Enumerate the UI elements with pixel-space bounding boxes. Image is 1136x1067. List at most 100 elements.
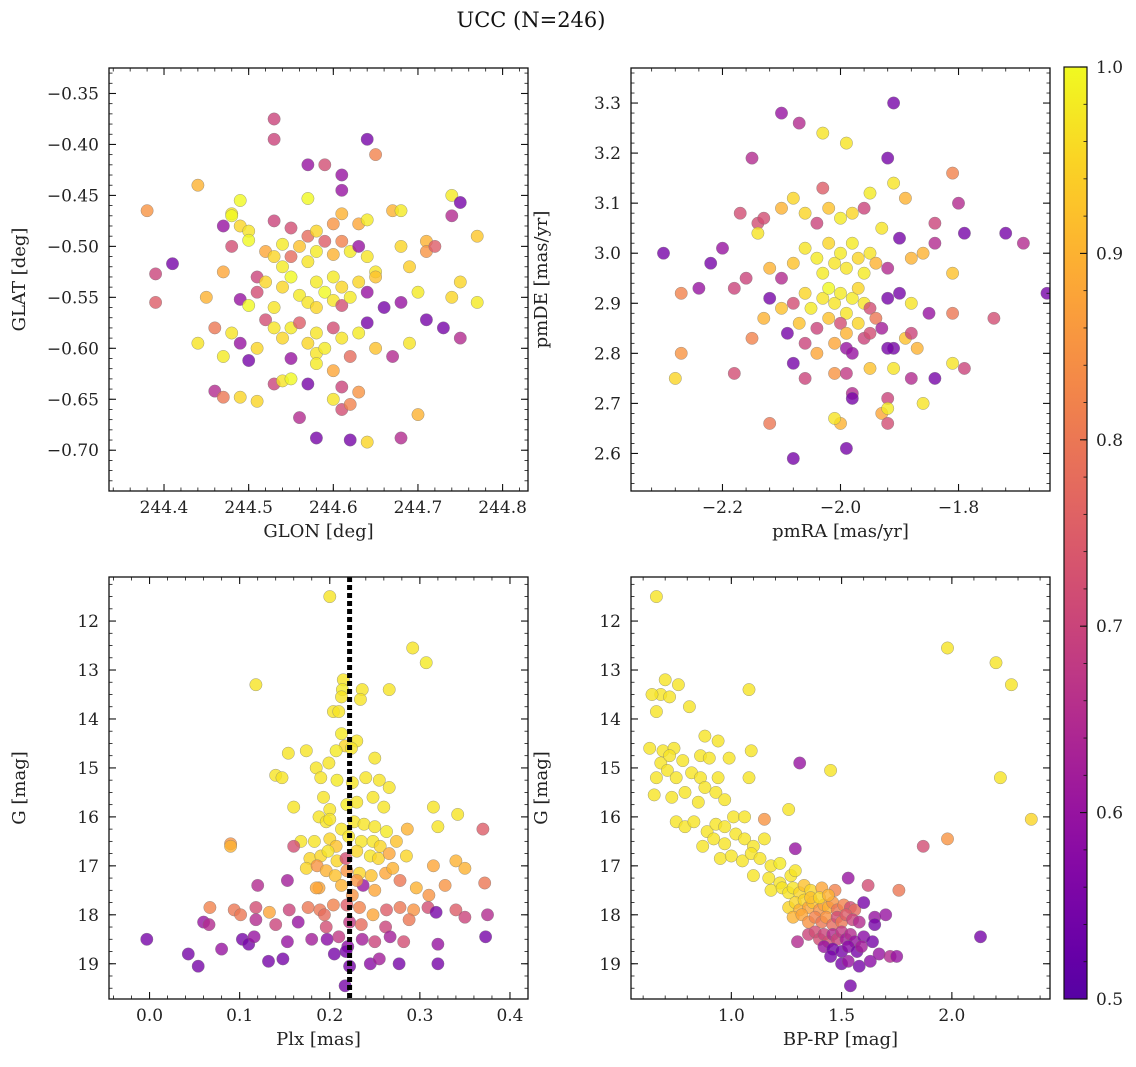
scatter-point: [319, 920, 333, 934]
scatter-point: [745, 331, 759, 345]
scatter-point: [470, 229, 484, 243]
scatter-point: [293, 411, 306, 425]
scatter-point: [394, 431, 408, 445]
scatter-point: [453, 331, 467, 345]
scatter-point: [786, 256, 800, 270]
scatter-point: [335, 690, 348, 704]
scatter-point: [275, 771, 289, 785]
scatter-point: [845, 291, 859, 305]
scatter-point: [354, 918, 368, 932]
scatter-point: [409, 881, 423, 895]
scatter-point: [946, 166, 960, 180]
scatter-point: [791, 935, 804, 949]
scatter-point: [946, 356, 960, 370]
scatter-point: [845, 391, 859, 405]
scatter-point: [816, 181, 830, 195]
scatter-point: [301, 377, 315, 391]
scatter-point: [470, 295, 484, 309]
scatter-point: [893, 286, 906, 300]
scatter-point: [458, 861, 472, 875]
scatter-point: [916, 839, 930, 853]
scatter-point: [668, 371, 682, 385]
y-tick-label: 2.9: [594, 294, 621, 314]
scatter-point: [782, 803, 796, 816]
scatter-point: [928, 216, 942, 230]
scatter-point: [904, 296, 918, 310]
scatter-point: [343, 350, 357, 363]
scatter-point: [392, 957, 406, 971]
scatter-point: [828, 296, 842, 310]
scatter-point: [426, 800, 440, 814]
scatter-point: [426, 859, 440, 873]
scatter-point: [822, 281, 836, 295]
scatter-point: [738, 832, 752, 846]
scatter-point: [1040, 286, 1050, 300]
scatter-point: [863, 186, 877, 200]
scatter-point: [299, 744, 313, 758]
scatter-point: [419, 656, 433, 670]
scatter-point: [698, 729, 712, 743]
scatter-point: [941, 832, 954, 846]
scatter-point: [386, 861, 400, 875]
scatter-point: [993, 771, 1007, 785]
y-tick-label: −0.45: [47, 186, 99, 206]
panel-bottom-left: 0.0 0.1 0.2 0.3 0.4 12 13 14 15 16 17 18 19 Plx [mas]…: [9, 576, 529, 1050]
scatter-point: [744, 744, 758, 758]
scatter-point: [284, 270, 298, 284]
scatter-point: [798, 286, 812, 300]
scatter-point: [216, 350, 230, 363]
y-tick-label: −0.35: [47, 84, 99, 104]
scatter-point: [881, 416, 895, 430]
y-tick-label: 2.6: [594, 444, 621, 464]
scatter-point: [431, 957, 445, 971]
scatter-point: [478, 876, 492, 890]
x-tick-label: 0.2: [316, 1006, 343, 1026]
axes-frame: [108, 576, 529, 1000]
scatter-point: [824, 763, 838, 777]
panel-bottom-right: 1.0 1.5 2.0 12 13 14 15 16 17 18 19 BP-RP [mag] G [m…: [531, 576, 1051, 1050]
scatter-point: [660, 763, 674, 777]
scatter-point: [419, 313, 433, 327]
scatter-point: [757, 211, 771, 225]
scatter-point: [438, 878, 452, 892]
scatter-point: [276, 280, 289, 294]
scatter-point: [698, 781, 712, 794]
scatter-point: [317, 790, 330, 804]
y-tick-label: 12: [77, 612, 99, 632]
scatter-point: [904, 251, 918, 265]
scatter-point: [649, 771, 663, 785]
scatter-point: [307, 834, 321, 848]
scatter-point: [676, 754, 690, 768]
scatter-point: [389, 834, 403, 848]
scatter-point: [259, 275, 273, 289]
scatter-point: [786, 296, 800, 310]
y-tick-label: 12: [599, 612, 621, 632]
scatter-point: [357, 817, 371, 831]
scatter-point: [360, 435, 374, 449]
scatter-point: [309, 301, 323, 314]
colorbar-tick-label: 0.5: [1096, 990, 1123, 1010]
scatter-point: [916, 396, 930, 410]
scatter-point: [269, 918, 283, 932]
scatter-point: [372, 952, 386, 966]
scatter-point: [259, 313, 273, 327]
scatter-point: [904, 326, 918, 340]
scatter-point: [669, 771, 683, 785]
x-tick-label: −2.0: [820, 498, 861, 518]
points-layer: [140, 112, 484, 449]
scatter-point: [267, 132, 281, 146]
scatter-point: [834, 246, 847, 260]
scatter-point: [400, 822, 414, 836]
scatter-point: [368, 883, 382, 897]
scatter-point: [890, 949, 904, 963]
scatter-point: [335, 380, 349, 394]
scatter-point: [775, 201, 788, 215]
scatter-point: [863, 361, 877, 375]
scatter-point: [828, 366, 842, 380]
scatter-point: [321, 844, 335, 858]
scatter-point: [892, 883, 906, 897]
scatter-point: [857, 201, 871, 215]
scatter-point: [793, 756, 807, 770]
x-tick-label: 244.5: [224, 498, 273, 518]
scatter-point: [974, 930, 987, 944]
